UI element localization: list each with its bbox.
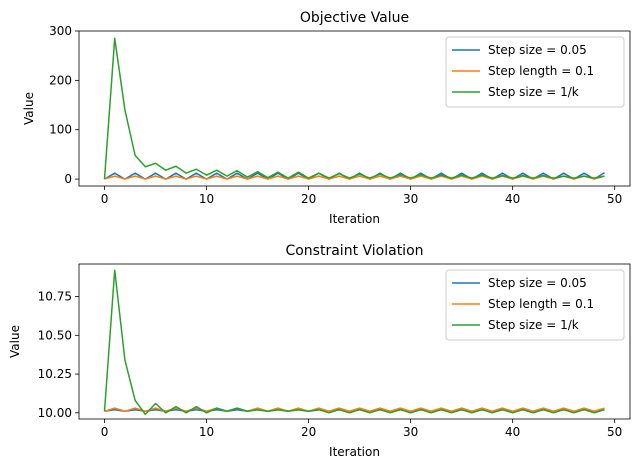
x-tick-label: 0 [101, 192, 109, 206]
y-tick-label: 10.00 [38, 406, 72, 420]
legend-label: Step size = 0.05 [488, 43, 587, 57]
legend-label: Step size = 0.05 [488, 276, 587, 290]
chart-title: Constraint Violation [285, 243, 423, 259]
subplot-2: Constraint Violation 0 10 20 30 40 50 10.00 10.2… [8, 243, 631, 459]
plot-area [103, 37, 605, 180]
legend-box [445, 36, 625, 108]
x-axis-label: Iteration [329, 445, 380, 459]
chart-title: Objective Value [300, 10, 409, 26]
x-tick-label: 20 [301, 192, 316, 206]
x-tick-label: 40 [505, 425, 520, 439]
legend-label: Step length = 0.1 [488, 297, 594, 311]
legend: Step size = 0.05 Step length = 0.1 Step si… [445, 36, 625, 108]
subplot-1: Objective Value 0 10 20 30 40 50 0 100 200 300 Iter… [22, 10, 631, 226]
axes-frame [78, 30, 631, 187]
legend: Step size = 0.05 Step length = 0.1 Step si… [445, 269, 625, 341]
x-tick-label: 50 [607, 425, 622, 439]
series-line-3 [103, 269, 605, 416]
y-tick-label: 100 [49, 123, 72, 137]
legend-label: Step size = 1/k [488, 318, 579, 332]
x-tick-label: 50 [607, 192, 622, 206]
y-axis-label: Value [8, 325, 22, 358]
x-tick-label: 30 [403, 425, 418, 439]
axes-frame [78, 263, 631, 420]
series-line-3 [103, 37, 605, 180]
x-axis-label: Iteration [329, 212, 380, 226]
y-tick-label: 300 [49, 24, 72, 38]
x-tick-label: 10 [199, 192, 214, 206]
y-axis-label: Value [22, 92, 36, 125]
legend-box [445, 269, 625, 341]
legend-label: Step length = 0.1 [488, 64, 594, 78]
y-tick-label: 0 [64, 172, 72, 186]
legend-label: Step size = 1/k [488, 85, 579, 99]
x-tick-label: 10 [199, 425, 214, 439]
x-tick-label: 40 [505, 192, 520, 206]
x-tick-label: 0 [101, 425, 109, 439]
plot-area [103, 269, 605, 416]
y-tick-label: 200 [49, 73, 72, 87]
y-tick-label: 10.50 [38, 328, 72, 342]
x-tick-label: 30 [403, 192, 418, 206]
x-tick-label: 20 [301, 425, 316, 439]
y-tick-label: 10.75 [38, 290, 72, 304]
y-tick-label: 10.25 [38, 367, 72, 381]
series-line-2 [104, 407, 605, 412]
